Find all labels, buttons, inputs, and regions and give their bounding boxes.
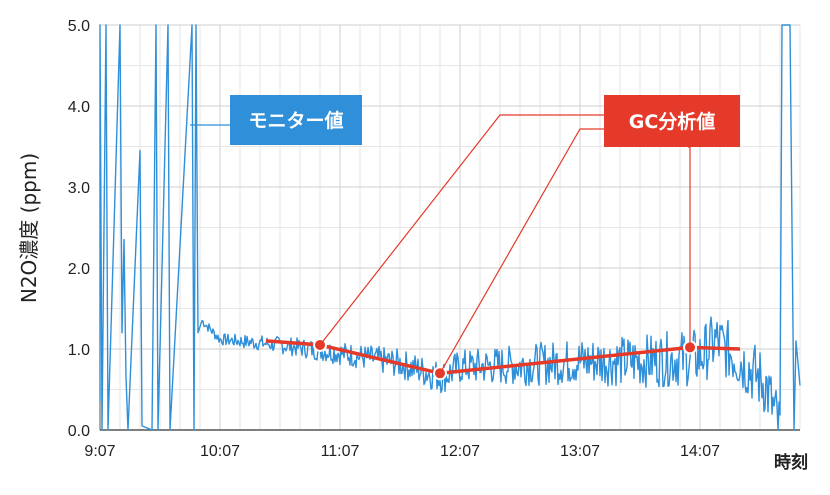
gc-callout-leader [319, 114, 604, 346]
x-tick-label: 12:07 [440, 443, 480, 460]
gc-callout-label: GC分析値 [629, 110, 716, 133]
y-tick-label: 1.0 [68, 342, 90, 359]
monitor-callout-box [230, 95, 362, 145]
y-tick-label: 0.0 [68, 423, 90, 440]
y-tick-label: 4.0 [68, 99, 90, 116]
y-tick-label: 3.0 [68, 180, 90, 197]
gc-callout-leader [439, 128, 604, 374]
x-axis-label: 時刻 [774, 452, 808, 473]
x-tick-label: 13:07 [560, 443, 600, 460]
tick-labels: 0.0 1.0 2.0 3.0 4.0 5.0 9:07 10:07 11:07 12:07 13:… [68, 18, 720, 460]
callouts: モニター値 GC分析値 [190, 95, 740, 374]
gc-callout-leader [688, 146, 691, 348]
x-tick-label: 14:07 [680, 443, 720, 460]
gc-callout-box [604, 95, 740, 147]
y-axis-label: N2O濃度 (ppm) [17, 153, 41, 303]
x-tick-label: 11:07 [321, 443, 360, 460]
x-tick-label: 9:07 [84, 443, 115, 460]
y-tick-label: 5.0 [68, 18, 90, 35]
y-tick-label: 2.0 [68, 261, 90, 278]
monitor-callout-label: モニター値 [248, 110, 343, 132]
x-tick-label: 10:07 [200, 443, 240, 460]
